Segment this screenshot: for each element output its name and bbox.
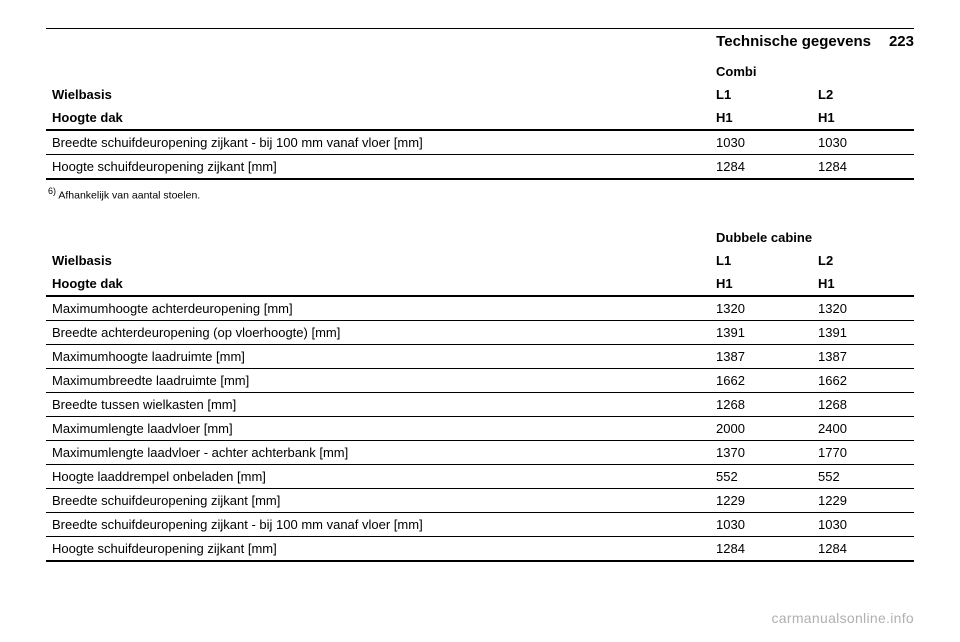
cell: 2400 xyxy=(812,416,914,440)
cell: 1387 xyxy=(812,344,914,368)
row-label: Hoogte schuifdeuropening zijkant [mm] xyxy=(46,536,710,561)
page: Technische gegevens 223 Combi Wielbasis … xyxy=(0,0,960,642)
cell: 1229 xyxy=(710,488,812,512)
cell: 552 xyxy=(812,464,914,488)
page-content: Combi Wielbasis L1 L2 Hoogte dak H1 H1 B… xyxy=(46,60,914,562)
footnote-text: Afhankelijk van aantal stoelen. xyxy=(58,190,200,202)
row-label: Breedte achterdeuropening (op vloerhoogt… xyxy=(46,320,710,344)
cell: 1391 xyxy=(812,320,914,344)
cell: 1284 xyxy=(812,536,914,561)
cell: 1268 xyxy=(710,392,812,416)
cell: 1229 xyxy=(812,488,914,512)
table-dubbele-cabine: Dubbele cabine Wielbasis L1 L2 Hoogte da… xyxy=(46,226,914,562)
col-header: H1 xyxy=(812,106,914,130)
cell: 1284 xyxy=(710,536,812,561)
row-label: Breedte tussen wielkasten [mm] xyxy=(46,392,710,416)
cell: 552 xyxy=(710,464,812,488)
table-combi: Combi Wielbasis L1 L2 Hoogte dak H1 H1 B… xyxy=(46,60,914,180)
footnote: 6) Afhankelijk van aantal stoelen. xyxy=(48,186,914,202)
cell: 1370 xyxy=(710,440,812,464)
cell: 1268 xyxy=(812,392,914,416)
row-label: Hoogte schuifdeuropening zijkant [mm] xyxy=(46,155,710,180)
cell: 1030 xyxy=(710,512,812,536)
row-label: Breedte schuifdeuropening zijkant [mm] xyxy=(46,488,710,512)
cell: 1284 xyxy=(710,155,812,180)
group-label: Dubbele cabine xyxy=(710,226,914,249)
row-label: Maximumhoogte achterdeuropening [mm] xyxy=(46,296,710,321)
row-leading-label: Hoogte dak xyxy=(46,272,710,296)
page-header: Technische gegevens 223 xyxy=(46,28,914,50)
row-leading-label: Wielbasis xyxy=(46,249,710,272)
row-label: Breedte schuifdeuropening zijkant - bij … xyxy=(46,512,710,536)
cell: 1320 xyxy=(812,296,914,321)
col-header: H1 xyxy=(710,272,812,296)
cell: 1030 xyxy=(812,512,914,536)
col-header: L1 xyxy=(710,249,812,272)
cell: 1320 xyxy=(710,296,812,321)
row-label: Hoogte laaddrempel onbeladen [mm] xyxy=(46,464,710,488)
header-page-number: 223 xyxy=(889,33,914,50)
row-label: Maximumhoogte laadruimte [mm] xyxy=(46,344,710,368)
row-label: Maximumbreedte laadruimte [mm] xyxy=(46,368,710,392)
footnote-marker: 6) xyxy=(48,186,56,196)
row-leading-label: Wielbasis xyxy=(46,83,710,106)
cell: 1770 xyxy=(812,440,914,464)
col-header: H1 xyxy=(812,272,914,296)
cell: 1662 xyxy=(710,368,812,392)
cell: 1030 xyxy=(710,130,812,155)
cell: 1387 xyxy=(710,344,812,368)
row-label: Breedte schuifdeuropening zijkant - bij … xyxy=(46,130,710,155)
group-label: Combi xyxy=(710,60,914,83)
cell: 2000 xyxy=(710,416,812,440)
col-header: L2 xyxy=(812,83,914,106)
col-header: H1 xyxy=(710,106,812,130)
col-header: L1 xyxy=(710,83,812,106)
col-header: L2 xyxy=(812,249,914,272)
row-label: Maximumlengte laadvloer - achter achterb… xyxy=(46,440,710,464)
cell: 1284 xyxy=(812,155,914,180)
row-leading-label: Hoogte dak xyxy=(46,106,710,130)
cell: 1391 xyxy=(710,320,812,344)
cell: 1030 xyxy=(812,130,914,155)
cell: 1662 xyxy=(812,368,914,392)
header-title: Technische gegevens xyxy=(716,33,871,50)
watermark: carmanualsonline.info xyxy=(772,610,915,626)
row-label: Maximumlengte laadvloer [mm] xyxy=(46,416,710,440)
